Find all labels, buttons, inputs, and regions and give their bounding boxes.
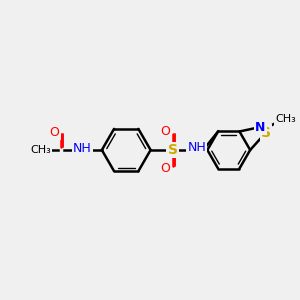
Text: O: O — [50, 126, 59, 139]
Text: S: S — [168, 143, 178, 157]
Text: O: O — [160, 125, 170, 138]
Text: O: O — [160, 162, 170, 175]
Text: NH: NH — [73, 142, 92, 155]
Text: NH: NH — [187, 141, 206, 154]
Text: S: S — [261, 126, 271, 140]
Text: CH₃: CH₃ — [275, 114, 296, 124]
Text: CH₃: CH₃ — [30, 145, 51, 155]
Text: N: N — [255, 121, 266, 134]
